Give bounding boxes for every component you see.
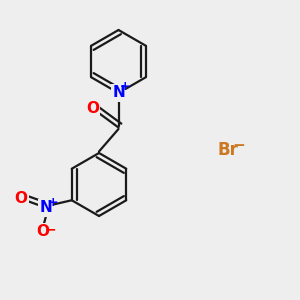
Text: +: + <box>120 80 130 94</box>
Text: O: O <box>86 101 99 116</box>
Text: O: O <box>14 191 28 206</box>
Text: −: − <box>232 138 245 153</box>
Text: +: + <box>47 196 58 209</box>
Text: O: O <box>36 224 49 239</box>
Text: Br: Br <box>218 141 239 159</box>
Text: N: N <box>112 85 125 100</box>
Text: −: − <box>45 222 56 236</box>
Text: N: N <box>40 200 52 215</box>
